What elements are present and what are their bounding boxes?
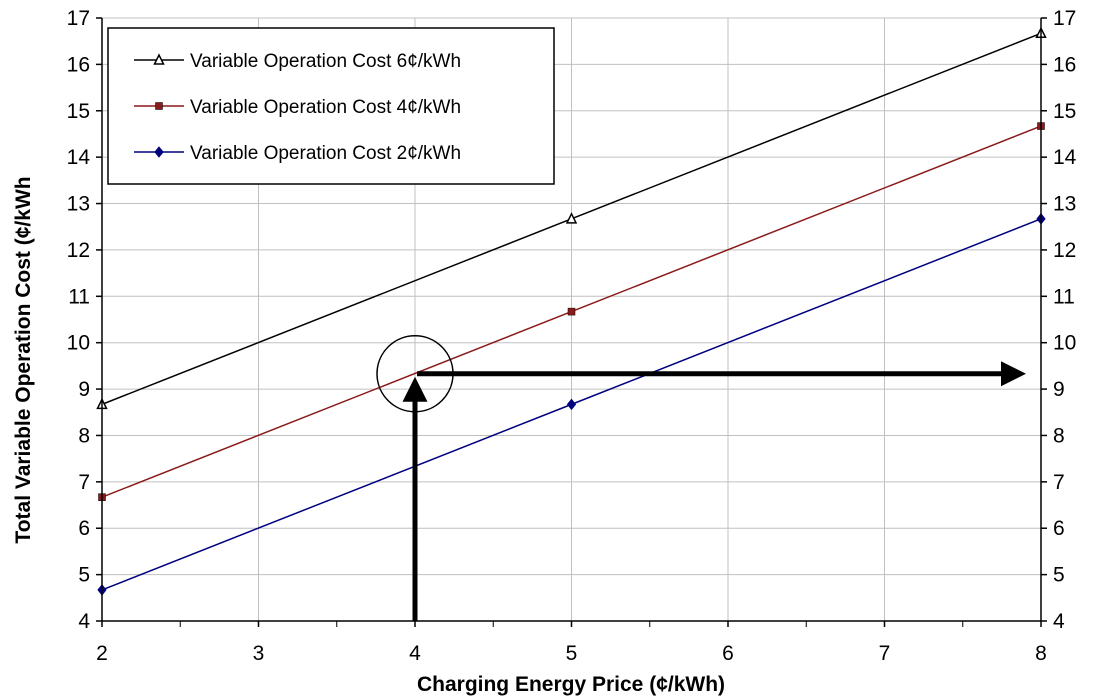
y2-tick-label: 13 <box>1053 193 1076 216</box>
y-tick-label: 9 <box>78 378 90 401</box>
y2-tick-label: 15 <box>1053 100 1076 123</box>
legend-marker <box>154 146 164 158</box>
y-tick-label: 7 <box>78 471 90 494</box>
x-tick-label: 5 <box>566 642 578 665</box>
y-tick-label: 10 <box>67 332 90 355</box>
y-tick-label: 14 <box>67 146 91 169</box>
y2-tick-label: 14 <box>1053 146 1077 169</box>
y2-tick-label: 5 <box>1053 564 1065 587</box>
legend-label: Variable Operation Cost 2¢/kWh <box>190 143 461 164</box>
x-tick-label: 8 <box>1035 642 1047 665</box>
x-tick-label: 6 <box>722 642 734 665</box>
legend-marker <box>153 53 165 65</box>
legend-label: Variable Operation Cost 4¢/kWh <box>190 97 461 118</box>
y2-tick-label: 6 <box>1053 517 1065 540</box>
y-tick-label: 17 <box>67 7 90 30</box>
legend-label: Variable Operation Cost 6¢/kWh <box>190 51 461 72</box>
legend-marker <box>155 102 163 110</box>
y2-tick-label: 11 <box>1053 285 1075 308</box>
y-tick-label: 16 <box>67 53 90 76</box>
y-tick-label: 11 <box>68 285 90 308</box>
data-point <box>566 398 577 411</box>
y2-tick-label: 8 <box>1053 424 1065 447</box>
y-tick-label: 5 <box>78 564 90 587</box>
y2-tick-label: 10 <box>1053 332 1076 355</box>
x-tick-label: 3 <box>253 642 265 665</box>
y-tick-label: 4 <box>78 610 90 633</box>
x-tick-label: 4 <box>409 642 421 665</box>
y2-tick-label: 7 <box>1053 471 1065 494</box>
y2-tick-label: 17 <box>1053 7 1076 30</box>
y-tick-label: 15 <box>67 100 90 123</box>
legend: Variable Operation Cost 6¢/kWh Variable O… <box>107 27 555 185</box>
series-group <box>96 26 1047 596</box>
y2-tick-label: 16 <box>1053 53 1076 76</box>
y-axis-title: Total Variable Operation Cost (¢/kWh <box>12 176 35 543</box>
y-tick-label: 6 <box>78 517 90 540</box>
x-tick-label: 2 <box>96 642 108 665</box>
data-point <box>567 307 576 316</box>
x-tick-label: 7 <box>879 642 891 665</box>
x-axis-title: Charging Energy Price (¢/kWh) <box>417 673 725 696</box>
data-point <box>565 212 578 224</box>
y2-tick-label: 12 <box>1053 239 1076 262</box>
y2-tick-label: 4 <box>1053 610 1065 633</box>
y-tick-label: 8 <box>78 424 90 447</box>
y2-tick-label: 9 <box>1053 378 1065 401</box>
y-tick-label: 12 <box>67 239 90 262</box>
y-tick-label: 13 <box>67 193 90 216</box>
annotations <box>376 335 1026 621</box>
axes: 4 4 5 5 6 6 7 7 8 8 9 9 10 10 11 11 12 12 13 13 14 14 15 15 16 16… <box>67 7 1077 665</box>
